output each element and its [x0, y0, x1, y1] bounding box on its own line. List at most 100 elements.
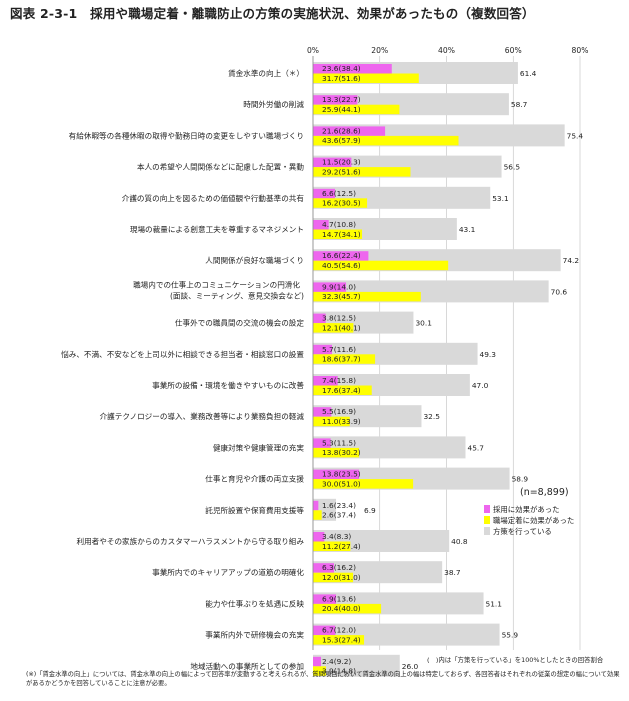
bar-hiring-effect	[313, 656, 322, 667]
data-label-implemented: 43.1	[459, 225, 476, 234]
data-label-retention: 31.7(51.6)	[322, 74, 361, 83]
data-label-retention: 30.0(51.0)	[322, 479, 361, 488]
x-tick-label: 40%	[438, 46, 455, 55]
category-label: 職場内での仕事上のコミュニケーションの円滑化	[133, 279, 300, 289]
bar-retention-effect	[313, 603, 382, 614]
bar-hiring-effect	[313, 625, 336, 636]
category-label: 利用者やその家族からのカスタマーハラスメントから守る取り組み	[76, 536, 304, 546]
data-label-retention: 29.2(51.6)	[322, 167, 361, 176]
bar-hiring-effect	[313, 376, 338, 386]
category-label: 託児所設置や保育費用支援等	[205, 505, 304, 515]
x-tick-label: 20%	[371, 46, 388, 55]
bar-retention-effect	[313, 385, 372, 395]
bar-retention-effect	[313, 260, 449, 271]
data-label-hiring: 4.7(10.8)	[322, 220, 356, 229]
data-label-retention: 12.1(40.1)	[322, 323, 361, 332]
bar-retention-effect	[313, 135, 459, 146]
data-label-retention: 3.9(14.8)	[322, 667, 356, 676]
bar-hiring-effect	[313, 563, 335, 573]
category-label: 有給休暇等の各種休暇の取得や勤務日時の変更をしやすい職場づくり	[69, 130, 304, 140]
data-label-implemented: 40.8	[451, 537, 468, 546]
data-label-implemented: 6.9	[364, 506, 376, 515]
data-label-retention: 40.5(54.6)	[322, 261, 361, 270]
chart-title: 図表 2-3-1 採用や職場定着・離職防止の方策の実施状況、効果があったもの（複…	[10, 6, 535, 21]
bar-hiring-effect	[313, 438, 331, 448]
bar-hiring-effect	[313, 64, 392, 74]
data-label-hiring: 13.3(22.7)	[322, 95, 361, 104]
bar-retention-effect	[313, 198, 368, 208]
data-label-hiring: 16.6(22.4)	[322, 251, 361, 260]
category-label: 事業所内外で研修機会の充実	[205, 630, 304, 640]
data-label-retention: 20.4(40.0)	[322, 604, 361, 613]
data-label-retention: 11.2(27.4)	[322, 542, 361, 551]
bar-retention-effect	[313, 323, 354, 333]
data-label-implemented: 56.5	[504, 163, 521, 172]
bar-hiring-effect	[313, 220, 329, 230]
data-label-hiring: 11.5(20.3)	[322, 158, 361, 167]
data-label-retention: 25.9(44.1)	[322, 105, 361, 114]
category-label: 事業所の設備・環境を働きやすいものに改善	[152, 380, 304, 390]
bar-retention-effect	[313, 666, 327, 676]
sample-size-label: (n=8,899)	[520, 487, 569, 498]
category-label: 仕事外での職員間の交流の機会の設定	[175, 318, 304, 328]
data-label-hiring: 6.6(12.5)	[322, 189, 356, 198]
category-label: 人間関係が良好な職場づくり	[205, 255, 304, 265]
bar-hiring-effect	[313, 126, 386, 136]
bar-retention-effect	[313, 635, 365, 645]
data-label-hiring: 1.6(23.4)	[322, 501, 356, 510]
bar-retention-effect	[313, 572, 354, 583]
data-label-hiring: 6.7(12.0)	[322, 626, 356, 635]
data-label-hiring: 7.4(15.8)	[322, 376, 356, 385]
data-label-implemented: 32.5	[423, 412, 440, 421]
x-tick-label: 80%	[572, 46, 589, 55]
legend-swatch	[484, 516, 490, 524]
bar-retention-effect	[313, 416, 350, 427]
bar-retention-effect	[313, 479, 414, 489]
data-label-retention: 18.6(37.7)	[322, 355, 361, 364]
legend-note: ( )内は「方策を行っている」を100%としたときの回答割合	[427, 656, 604, 664]
data-label-hiring: 5.7(11.6)	[322, 345, 356, 354]
x-tick-label: 60%	[505, 46, 522, 55]
category-label: 時間外労働の削減	[243, 99, 304, 109]
bar-hiring-effect	[313, 532, 325, 542]
bar-hiring-effect	[313, 500, 319, 511]
data-label-implemented: 58.9	[512, 475, 529, 484]
bar-hiring-effect	[313, 157, 352, 168]
data-label-implemented: 74.2	[563, 256, 579, 265]
data-label-hiring: 2.4(9.2)	[322, 657, 351, 666]
bar-retention-effect	[313, 291, 421, 302]
category-label: 事業所内でのキャリアアップの道筋の明確化	[152, 567, 304, 577]
bar-hiring-effect	[313, 594, 337, 604]
data-label-implemented: 45.7	[468, 443, 485, 452]
data-label-hiring: 3.8(12.5)	[322, 314, 356, 323]
data-label-hiring: 6.3(16.2)	[322, 563, 356, 572]
data-label-retention: 12.0(31.0)	[322, 573, 361, 582]
data-label-implemented: 53.1	[492, 194, 509, 203]
bar-implemented	[313, 654, 400, 677]
data-label-hiring: 13.8(23.5)	[322, 470, 361, 479]
data-label-implemented: 70.6	[551, 287, 568, 296]
bar-retention-effect	[313, 354, 376, 364]
data-label-implemented: 26.0	[402, 662, 419, 671]
data-label-hiring: 21.6(28.6)	[322, 126, 361, 135]
category-label: 介護テクノロジーの導入、業務改善等により業務負担の軽減	[100, 411, 305, 421]
legend-label: 職場定着に効果があった	[493, 516, 574, 525]
bar-hiring-effect	[313, 188, 336, 199]
bar-retention-effect	[313, 73, 419, 83]
data-label-implemented: 38.7	[444, 568, 461, 577]
footnote: (※)「賃金水準の向上」については、賃金水準の向上の幅によって回答率が変動すると…	[26, 671, 620, 687]
data-label-implemented: 75.4	[567, 131, 584, 140]
data-label-implemented: 51.1	[486, 599, 503, 608]
x-tick-label: 0%	[307, 46, 319, 55]
bar-hiring-effect	[313, 282, 347, 292]
data-label-retention: 43.6(57.9)	[322, 136, 361, 145]
data-label-retention: 13.8(30.2)	[322, 448, 361, 457]
data-label-hiring: 5.5(16.9)	[322, 407, 356, 416]
data-label-retention: 15.3(27.4)	[322, 635, 361, 644]
bar-hiring-effect	[313, 251, 369, 261]
data-label-hiring: 6.9(13.6)	[322, 594, 356, 603]
data-label-hiring: 3.4(8.3)	[322, 532, 351, 541]
bar-hiring-effect	[313, 407, 332, 417]
data-label-hiring: 23.6(38.4)	[322, 64, 361, 73]
